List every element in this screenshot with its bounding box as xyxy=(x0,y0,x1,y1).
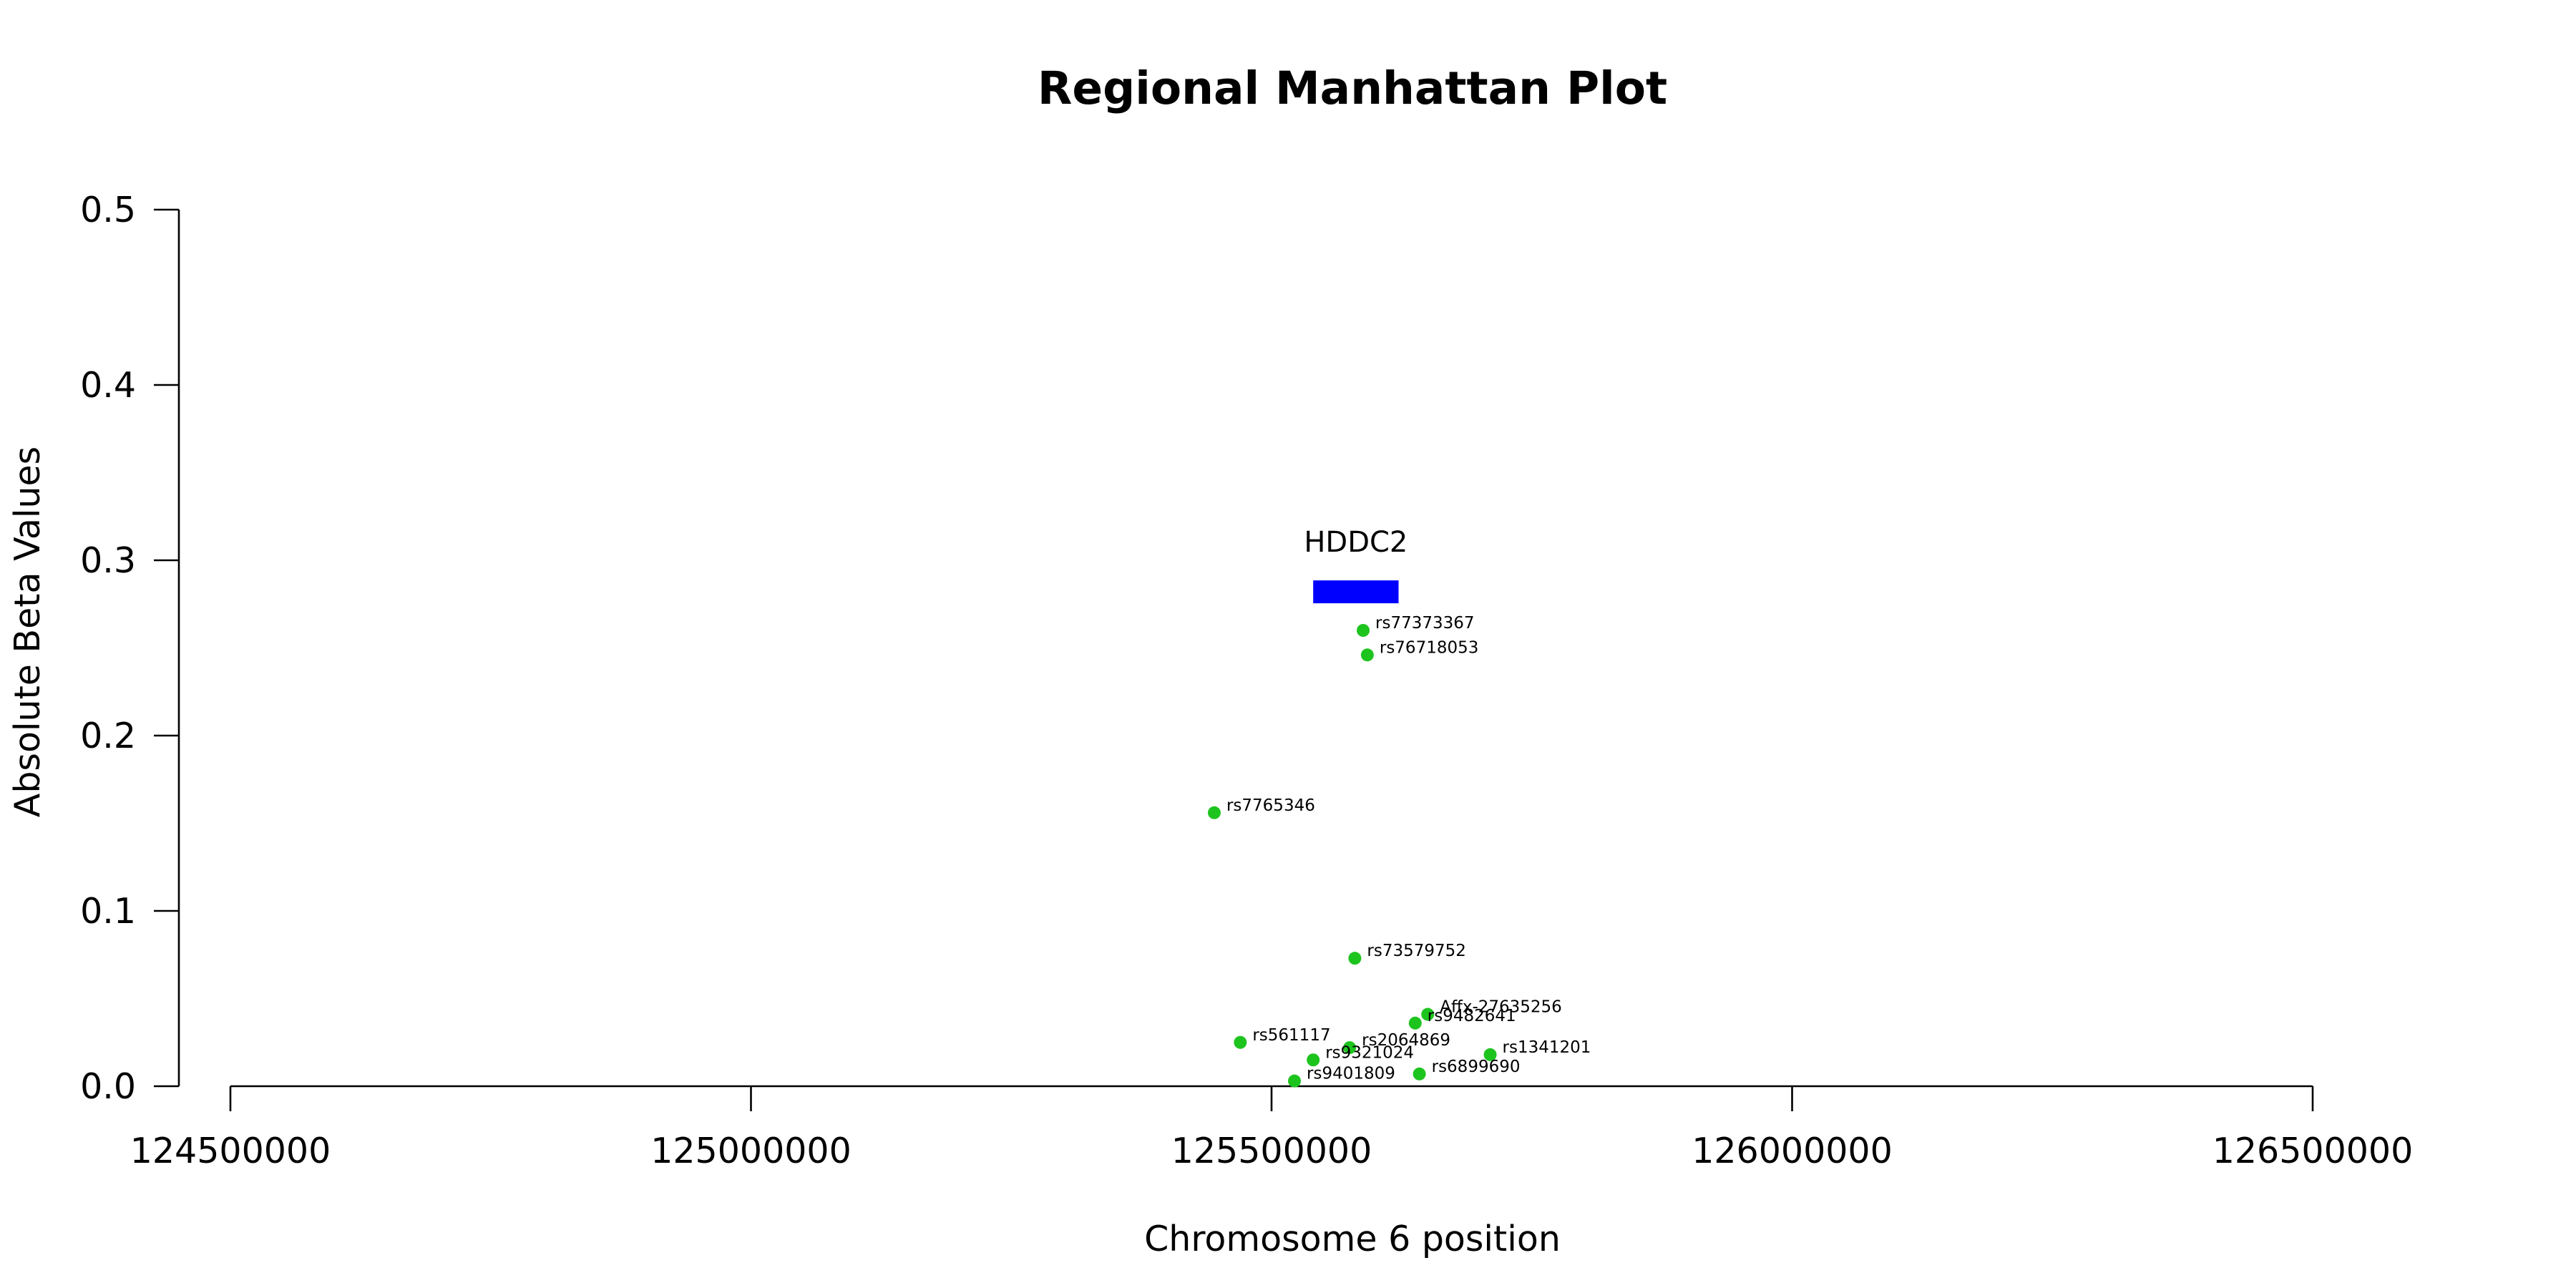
snp-point xyxy=(1408,1016,1422,1030)
snp-points: rs77373367 rs76718053 rs7765346 rs73579752 A… xyxy=(1207,614,1591,1088)
gene-track: HDDC2 xyxy=(1304,526,1407,604)
snp-label: rs77373367 xyxy=(1375,614,1475,633)
y-tick-label: 0.3 xyxy=(80,540,136,581)
x-tick-label: 125000000 xyxy=(650,1131,852,1171)
x-axis: 124500000 125000000 125500000 126000000 1265… xyxy=(130,1085,2414,1171)
y-tick-label: 0.5 xyxy=(80,190,136,230)
snp-point xyxy=(1421,1008,1435,1021)
snp-label: rs73579752 xyxy=(1367,942,1466,960)
y-tick-label: 0.2 xyxy=(80,716,136,756)
y-tick-label: 0.4 xyxy=(80,365,136,406)
gene-label: HDDC2 xyxy=(1304,526,1407,559)
snp-point xyxy=(1207,806,1221,819)
snp-label: rs9401809 xyxy=(1307,1065,1395,1083)
x-tick-label: 125500000 xyxy=(1171,1131,1372,1171)
snp-label: Affx-27635256 xyxy=(1440,998,1562,1017)
snp-point xyxy=(1357,624,1370,637)
snp-label: rs9482641 xyxy=(1428,1007,1516,1025)
snp-point xyxy=(1288,1074,1302,1088)
gene-bar xyxy=(1313,580,1399,604)
snp-label: rs6899690 xyxy=(1432,1058,1521,1076)
snp-point xyxy=(1413,1067,1426,1080)
x-axis-label: Chromosome 6 position xyxy=(1144,1219,1561,1259)
snp-point xyxy=(1360,648,1374,662)
snp-point xyxy=(1307,1053,1320,1067)
snp-label: rs76718053 xyxy=(1380,638,1479,657)
snp-point xyxy=(1483,1048,1497,1061)
snp-label: rs1341201 xyxy=(1503,1038,1591,1057)
snp-label: rs7765346 xyxy=(1226,796,1315,815)
y-tick-label: 0.0 xyxy=(80,1066,136,1107)
snp-point xyxy=(1348,952,1362,965)
y-tick-label: 0.1 xyxy=(80,891,136,932)
x-tick-label: 126500000 xyxy=(2212,1131,2414,1171)
snp-point xyxy=(1343,1041,1357,1055)
x-tick-label: 124500000 xyxy=(130,1131,331,1171)
snp-label: rs2064869 xyxy=(1362,1031,1450,1050)
y-axis-label: Absolute Beta Values xyxy=(7,447,48,817)
y-axis: 0.0 0.1 0.2 0.3 0.4 0.5 xyxy=(80,190,180,1107)
snp-label: rs9321024 xyxy=(1325,1043,1414,1062)
snp-point xyxy=(1234,1035,1247,1049)
chart-title: Regional Manhattan Plot xyxy=(1038,62,1667,114)
x-tick-label: 126000000 xyxy=(1692,1131,1893,1171)
snp-label: rs561117 xyxy=(1252,1026,1330,1045)
